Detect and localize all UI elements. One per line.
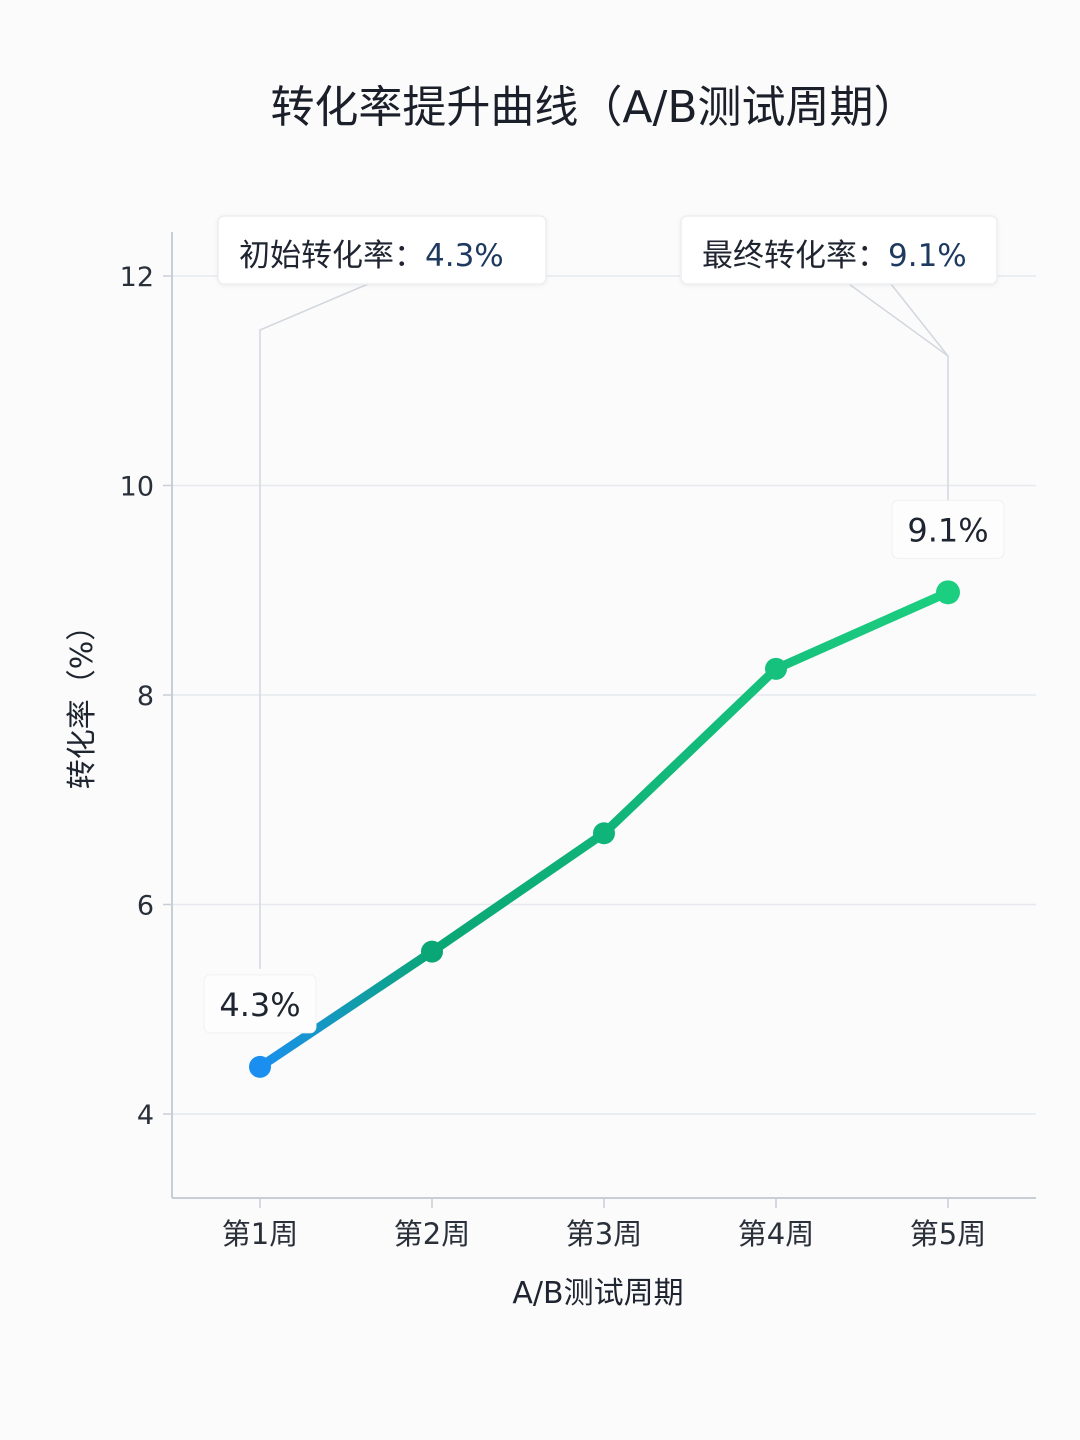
annotation-connector xyxy=(890,283,949,357)
annotation-text: 最终转化率：9.1% xyxy=(702,238,967,274)
y-tick-label: 4 xyxy=(137,1100,154,1131)
annotation-text: 初始转化率：4.3% xyxy=(239,238,504,274)
annotation-box xyxy=(217,215,547,285)
data-label-box xyxy=(203,974,317,1034)
annotation-label: 初始转化率： xyxy=(239,238,425,274)
data-label: 9.1% xyxy=(907,511,988,549)
annotation-connector xyxy=(259,283,369,969)
annotation-value: 4.3% xyxy=(425,238,504,274)
annotation-connector xyxy=(848,283,949,501)
data-point xyxy=(936,580,960,605)
annotation-box xyxy=(680,215,998,285)
x-tick-label: 第2周 xyxy=(394,1217,470,1251)
y-tick-label: 8 xyxy=(137,681,154,712)
y-tick-label: 12 xyxy=(120,262,154,293)
data-label-box xyxy=(891,499,1005,559)
annotation-callouts: 初始转化率：4.3% 最终转化率：9.1% xyxy=(217,215,998,285)
data-point xyxy=(249,1055,271,1078)
x-tick-label: 第3周 xyxy=(566,1217,642,1251)
x-tick-label: 第1周 xyxy=(222,1217,298,1251)
annotation-label: 最终转化率： xyxy=(702,238,888,274)
annotation-value: 9.1% xyxy=(888,238,967,274)
data-point xyxy=(593,822,615,845)
y-axis-title: 转化率（%） xyxy=(65,611,100,790)
chart-title: 转化率提升曲线（A/B测试周期） xyxy=(270,82,917,133)
x-axis-title: A/B测试周期 xyxy=(512,1276,683,1311)
data-label: 4.3% xyxy=(219,986,300,1024)
data-point xyxy=(765,657,787,680)
annotation-connectors xyxy=(259,283,949,969)
x-tick-label: 第4周 xyxy=(738,1217,814,1251)
axes: 4 6 8 10 12 第1周 第2周 第3周 第4周 第5周 xyxy=(120,232,1036,1251)
data-point xyxy=(421,940,443,963)
y-tick-label: 10 xyxy=(120,472,154,503)
series-layer xyxy=(249,580,960,1078)
data-labels: 4.3% 9.1% xyxy=(203,499,1005,1034)
y-tick-label: 6 xyxy=(137,891,154,922)
x-tick-label: 第5周 xyxy=(910,1217,986,1251)
